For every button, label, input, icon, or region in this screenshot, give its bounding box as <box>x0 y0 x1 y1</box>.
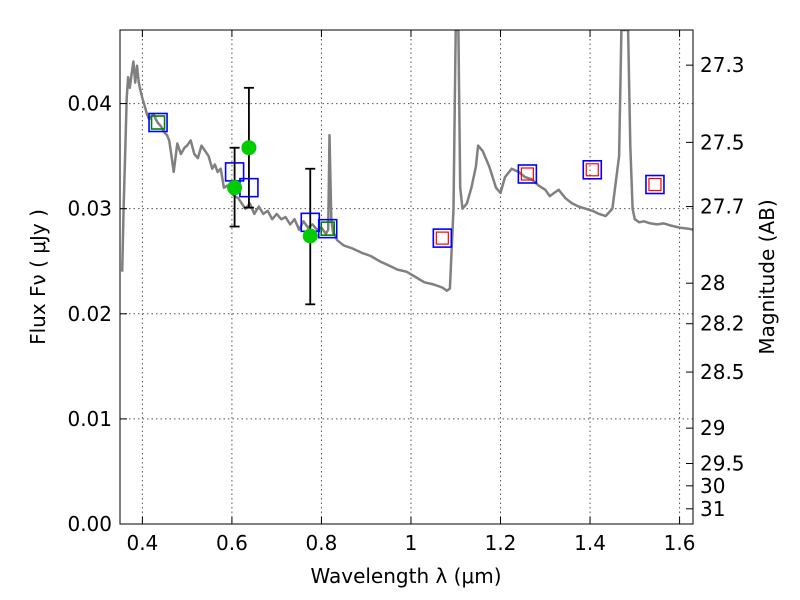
model-box-blue <box>582 159 603 180</box>
model-boxes-green <box>150 115 336 236</box>
model-box-green <box>320 221 336 236</box>
y-tick-label: 0.04 <box>67 92 112 116</box>
x-tick-label: 1.6 <box>664 531 696 555</box>
y-tick-label: 0.01 <box>67 407 112 431</box>
model-boxes-red <box>435 163 662 245</box>
observed-point <box>241 140 257 156</box>
y-axis-label-right: Magnitude (AB) <box>755 199 779 354</box>
x-tick-label: 1.2 <box>485 531 517 555</box>
observed-point <box>227 180 243 196</box>
y-tick-label: 0.00 <box>67 512 112 536</box>
y-tick-label: 0.03 <box>67 197 112 221</box>
y-axis-label-left: Flux Fν ( μJy ) <box>26 209 50 345</box>
right-tick-label: 27.3 <box>700 53 745 77</box>
right-tick-label: 29.5 <box>700 452 745 476</box>
right-tick-label: 28 <box>700 271 725 295</box>
x-tick-label: 0.8 <box>306 531 338 555</box>
model-box-blue <box>317 218 338 239</box>
model-box-red <box>585 163 599 177</box>
x-tick-label: 1 <box>405 531 418 555</box>
observed-point <box>302 228 318 244</box>
y-axis-ticks: 0.00 0.01 0.02 0.03 0.04 <box>67 92 127 536</box>
x-axis-ticks: 0.4 0.6 0.8 1 1.2 1.4 1.6 <box>126 30 695 555</box>
plot-area <box>120 30 693 306</box>
x-tick-label: 0.4 <box>126 531 158 555</box>
model-box-green <box>150 115 166 130</box>
right-tick-label: 29 <box>700 416 725 440</box>
x-tick-label: 1.4 <box>574 531 606 555</box>
x-axis-label: Wavelength λ (μm) <box>310 564 501 588</box>
x-tick-label: 0.6 <box>216 531 248 555</box>
model-box-red <box>435 231 449 245</box>
model-box-blue <box>517 164 538 184</box>
observed-points <box>227 140 318 244</box>
right-tick-label: 27.7 <box>700 195 745 219</box>
right-tick-label: 31 <box>700 497 725 521</box>
right-tick-label: 28.5 <box>700 360 745 384</box>
model-box-blue <box>432 228 453 248</box>
y-tick-label: 0.02 <box>67 302 112 326</box>
right-tick-label: 27.5 <box>700 130 745 154</box>
plot-frame <box>119 29 694 525</box>
right-tick-label: 28.2 <box>700 312 745 336</box>
model-box-blue <box>148 112 168 133</box>
model-box-red <box>520 167 534 181</box>
model-box-red <box>648 177 662 192</box>
model-box-blue <box>645 174 665 195</box>
right-tick-label: 30 <box>700 474 725 498</box>
grid <box>120 30 693 524</box>
